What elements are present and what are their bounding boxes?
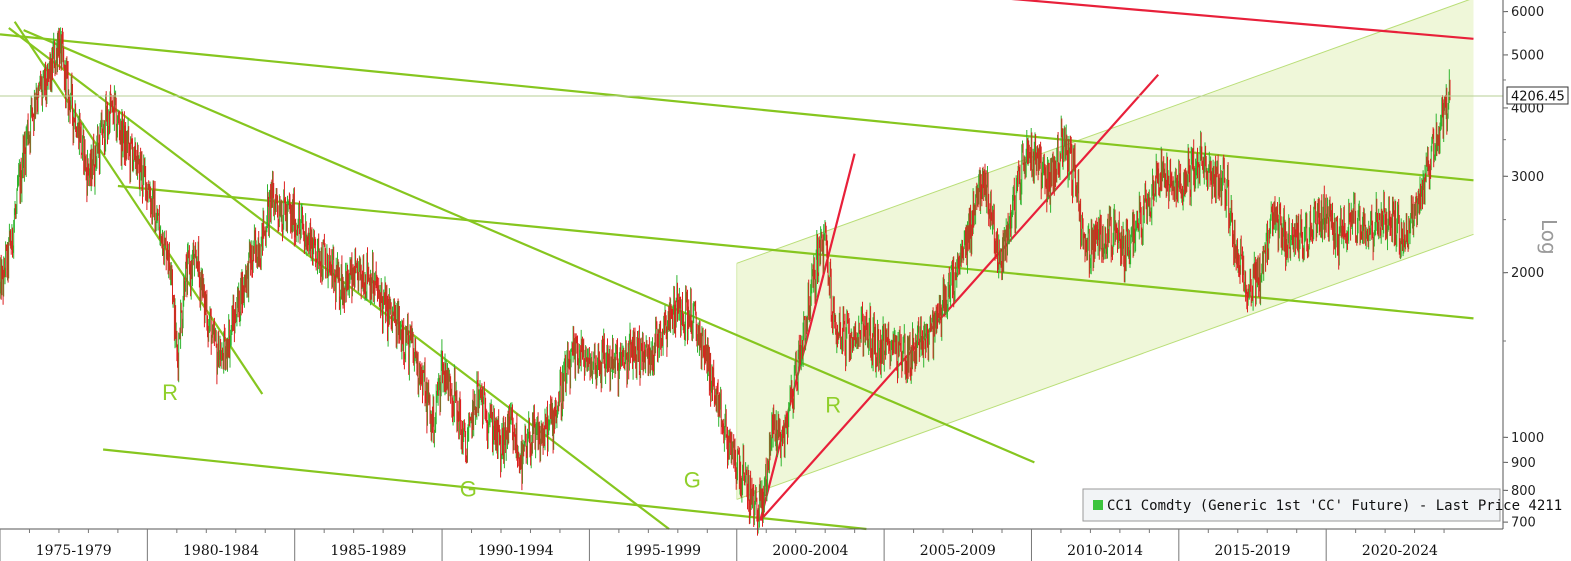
x-tick-label: 2015-2019 (1215, 543, 1291, 559)
x-tick-label: 2005-2009 (920, 543, 996, 559)
x-tick-label: 1975-1979 (36, 543, 112, 559)
x-tick-label: 1990-1994 (478, 543, 554, 559)
trendline-4 (13, 21, 264, 395)
annotation-2: G (460, 476, 477, 501)
annotation-3: G (684, 467, 701, 492)
y-tick-label: 6000 (1511, 5, 1544, 20)
trendline-7 (759, 153, 856, 521)
trendline-1 (0, 33, 1474, 182)
annotation-4: R (825, 393, 841, 418)
y-tick-label: 5000 (1511, 48, 1544, 63)
price-bars-down (0, 27, 1451, 536)
trendline-6 (23, 29, 1035, 464)
x-tick-label: 1985-1989 (330, 543, 406, 559)
annotation-1: R (162, 380, 178, 405)
y-tick-label: 700 (1511, 516, 1536, 531)
x-tick-label: 1995-1999 (625, 543, 701, 559)
trendline-3 (102, 448, 867, 531)
channel-upper-edge (736, 0, 1470, 264)
x-tick-label: 2020-2024 (1362, 543, 1438, 559)
channel-lower-edge (736, 233, 1474, 500)
legend-box (1082, 488, 1501, 522)
legend-swatch (1093, 500, 1103, 510)
y-scale-label: Log (1537, 219, 1561, 255)
y-tick-label: 2000 (1511, 266, 1544, 281)
last-price-marker: 4206.45 (1506, 86, 1569, 105)
price-series (0, 27, 1451, 536)
y-tick-label: 3000 (1511, 170, 1544, 185)
y-tick-label: 1000 (1511, 431, 1544, 446)
x-tick-label: 2010-2014 (1067, 543, 1143, 559)
x-tick-label: 1980-1984 (183, 543, 259, 559)
last-price-box (1506, 86, 1569, 105)
y-tick-label: 800 (1511, 484, 1536, 499)
y-tick-label: 900 (1511, 456, 1536, 471)
last-price-value: 4206.45 (1511, 90, 1565, 105)
annotations: R G G R (162, 380, 841, 501)
legend: CC1 Comdty (Generic 1st 'CC' Future) - L… (1082, 488, 1562, 522)
x-axis-ticks: 1975-1979 1980-1984 1985-1989 1990-1994 1995… (0, 529, 1445, 561)
trendline-9 (1011, 0, 1474, 40)
trendline-8 (759, 73, 1160, 522)
y-tick-label: 4000 (1511, 101, 1544, 116)
y-axis-ticks: 700 800 900 1000 2000 3000 4000 5000 6000 (1503, 5, 1544, 531)
legend-label: CC1 Comdty (Generic 1st 'CC' Future) - L… (1107, 498, 1562, 514)
x-tick-label: 2000-2004 (772, 543, 848, 559)
price-bars-up (0, 27, 1450, 534)
